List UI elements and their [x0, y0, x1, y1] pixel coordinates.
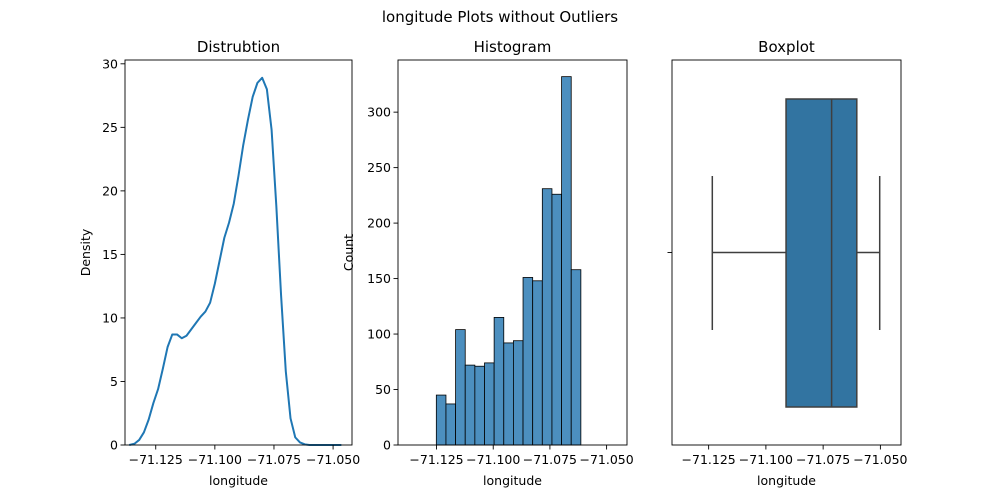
histogram-bar: [493, 317, 505, 446]
y-tick-label: 15: [102, 247, 118, 262]
x-tick-label: −71.125: [682, 452, 736, 467]
histogram-bar: [532, 280, 543, 446]
histogram-bar: [513, 340, 524, 446]
y-tick-label: 20: [102, 183, 118, 198]
histogram-panel: Histogram −71.125 −71.100 −71.075 −71.050 0 5…: [341, 38, 634, 488]
histogram-bar: [522, 277, 534, 446]
distribution-frame: [124, 59, 353, 446]
y-tick-label: 50: [375, 382, 391, 397]
boxplot-xlabel: longitude: [757, 473, 816, 488]
density-line: [129, 76, 342, 446]
histogram-bar: [445, 403, 456, 446]
histogram-bar: [570, 269, 582, 446]
y-tick-label: 250: [367, 160, 391, 175]
distribution-ylabel: Density: [78, 228, 93, 276]
boxplot-panel: Boxplot −71.125 −71.100 −71.075 −71.050 lon…: [667, 38, 908, 488]
figure-suptitle: longitude Plots without Outliers: [382, 8, 618, 26]
y-tick-label: 5: [110, 374, 118, 389]
x-tick-label: −71.125: [129, 452, 183, 467]
histogram-bar: [503, 342, 514, 446]
histogram-xlabel: longitude: [483, 473, 542, 488]
histogram-frame: [397, 59, 628, 446]
y-tick-label: 100: [367, 327, 391, 342]
histogram-bar: [484, 362, 495, 446]
histogram-bar: [435, 394, 447, 446]
histogram-bar: [464, 364, 476, 446]
boxplot-title: Boxplot: [758, 38, 815, 56]
y-tick-label: 200: [367, 216, 391, 231]
y-tick-label: 0: [383, 438, 391, 453]
y-tick-label: 10: [102, 310, 118, 325]
histogram-bar: [474, 365, 485, 446]
x-tick-label: −71.075: [796, 452, 850, 467]
y-tick-label: 300: [367, 105, 391, 120]
box-iqr: [785, 98, 858, 408]
y-tick-label: 0: [110, 438, 118, 453]
histogram-bar: [561, 76, 572, 446]
y-tick-label: 30: [102, 56, 118, 71]
histogram-title: Histogram: [474, 38, 552, 56]
histogram-bar: [541, 188, 553, 446]
x-tick-label: −71.050: [853, 452, 907, 467]
distribution-xlabel: longitude: [209, 473, 268, 488]
x-tick-label: −71.100: [739, 452, 793, 467]
x-tick-label: −71.050: [306, 452, 360, 467]
x-tick-label: −71.075: [523, 452, 577, 467]
y-tick-label: 150: [367, 271, 391, 286]
distribution-panel: Distrubtion −71.125 −71.100 −71.075 −71.050…: [78, 38, 360, 488]
y-tick-label: 25: [102, 120, 118, 135]
histogram-bar: [455, 329, 466, 446]
x-tick-label: −71.050: [579, 452, 633, 467]
histogram-ylabel: Count: [341, 234, 356, 271]
x-tick-label: −71.100: [188, 452, 242, 467]
x-tick-label: −71.125: [409, 452, 463, 467]
x-tick-label: −71.075: [247, 452, 301, 467]
histogram-bar: [551, 193, 562, 446]
distribution-title: Distrubtion: [197, 38, 280, 56]
x-tick-label: −71.100: [466, 452, 520, 467]
